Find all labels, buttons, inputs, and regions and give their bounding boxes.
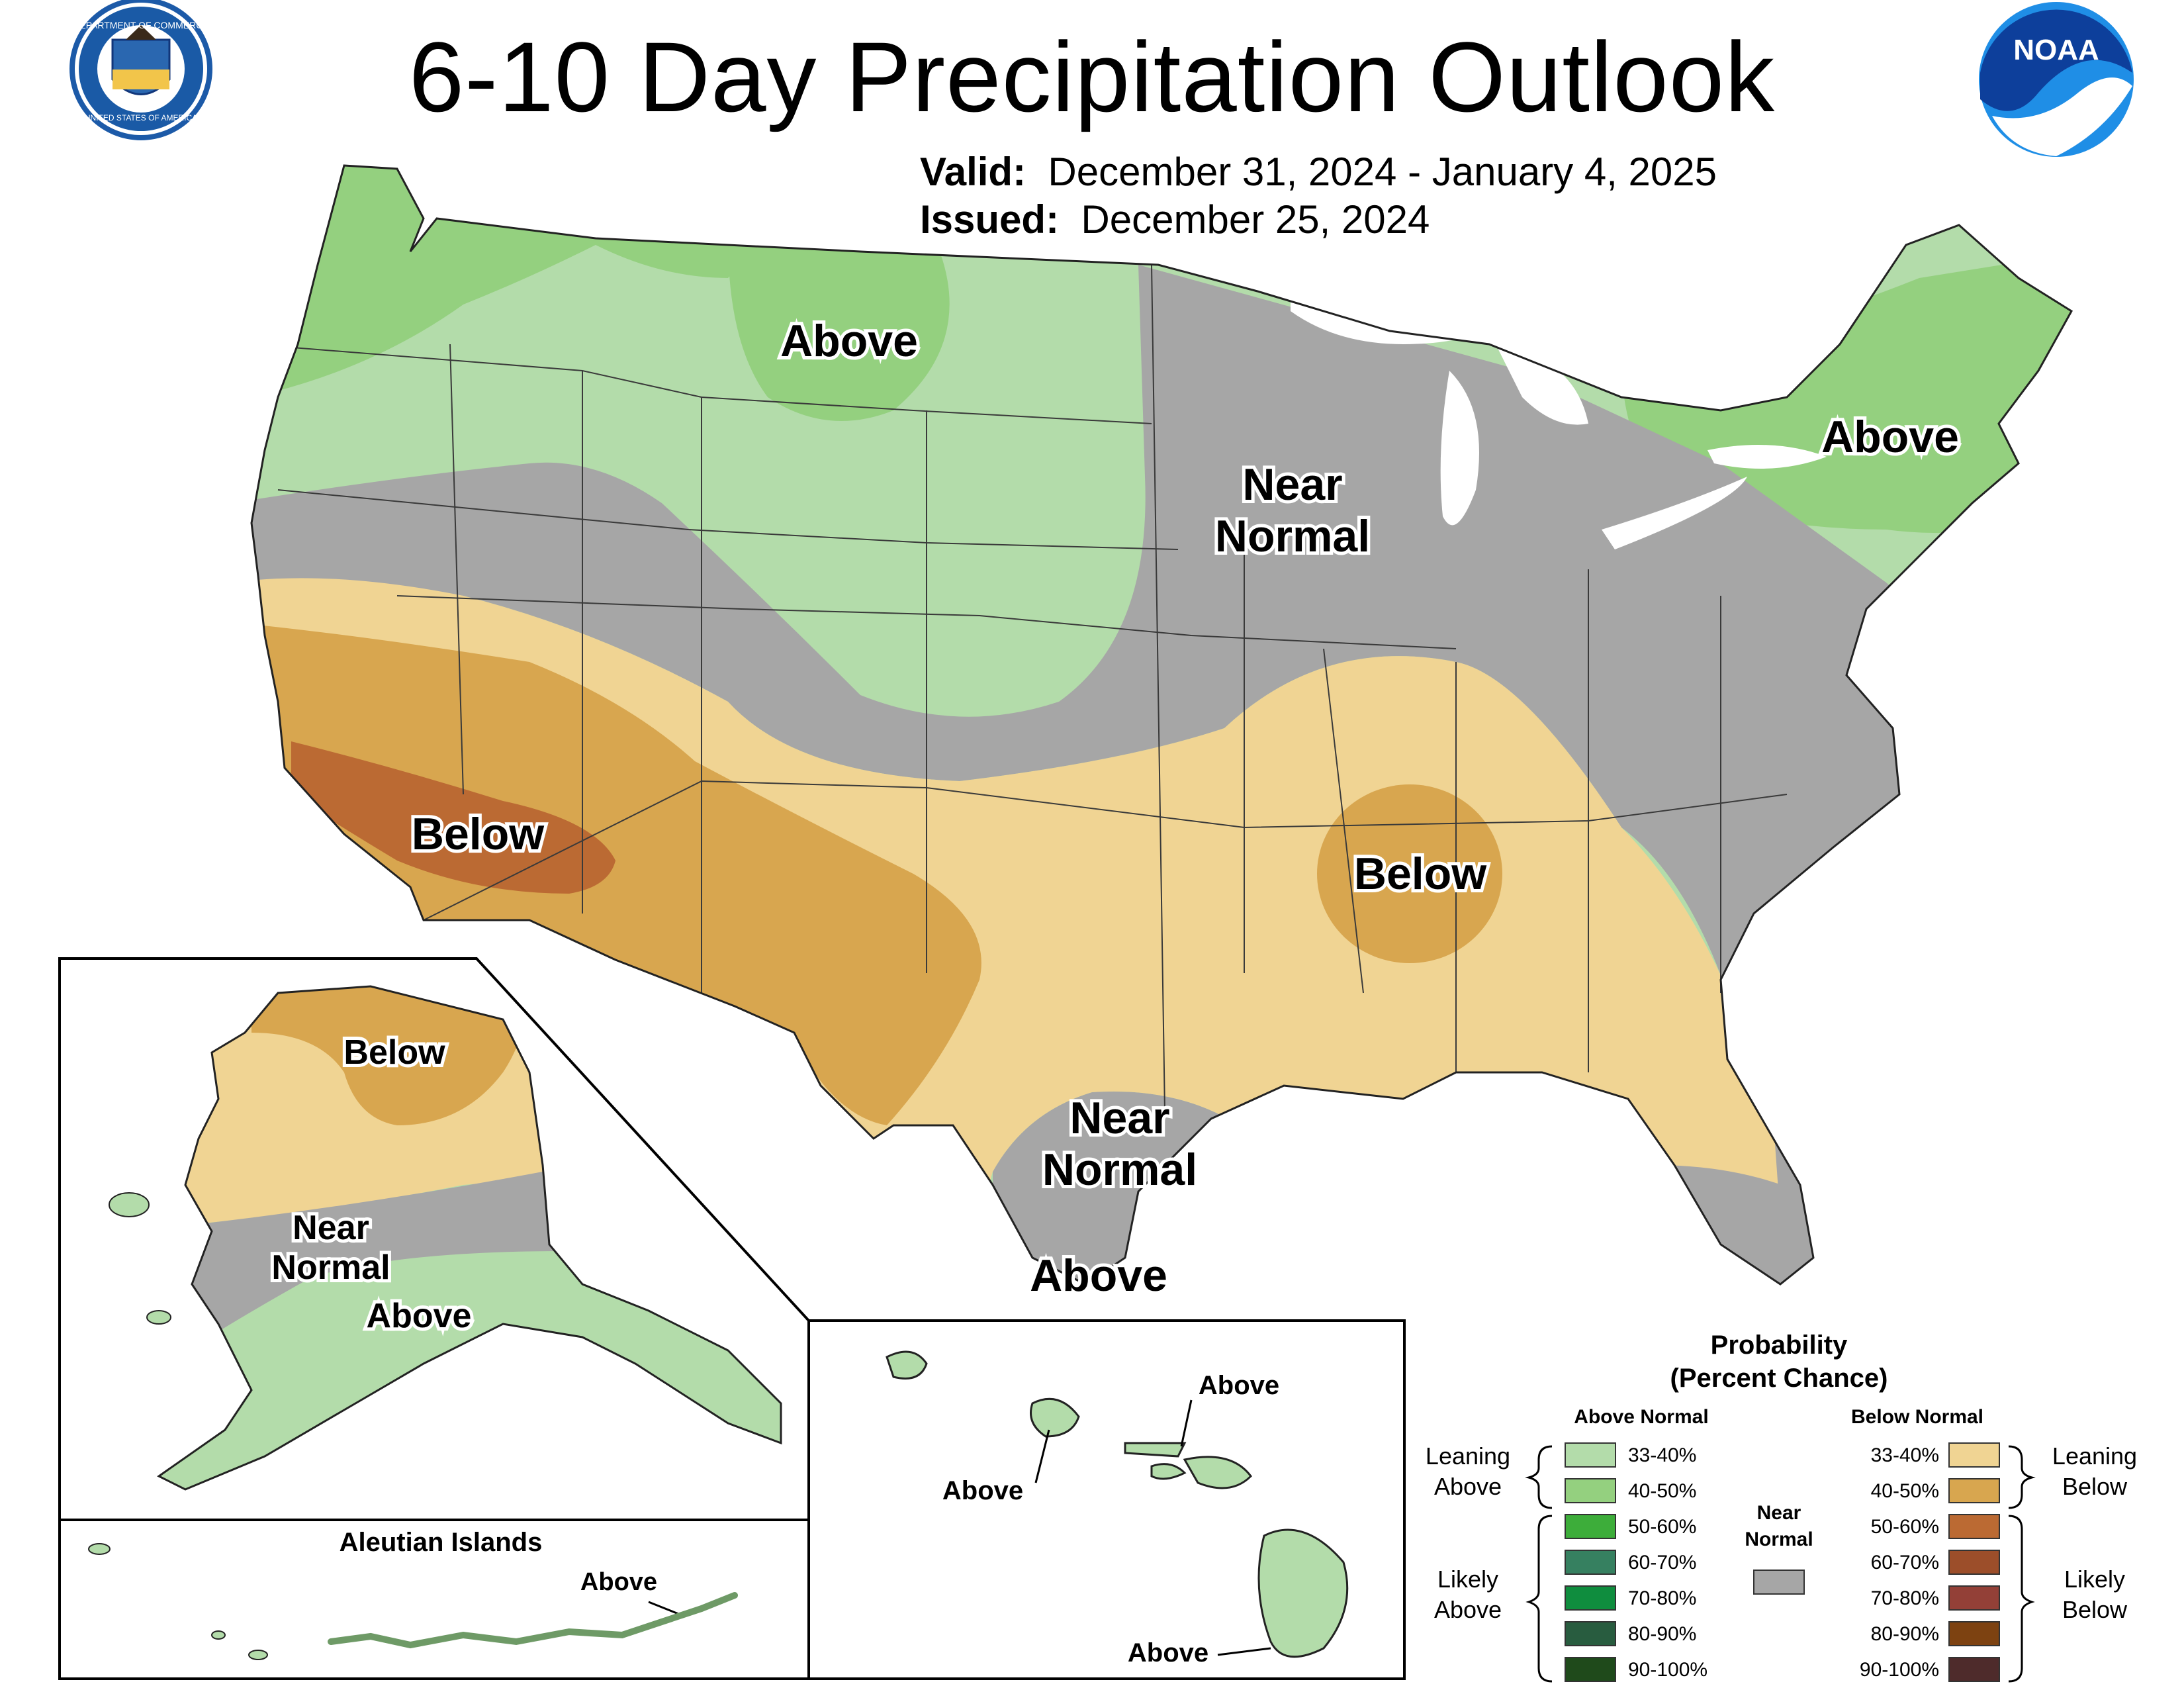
legend-above-label-0: 33-40%	[1628, 1444, 1696, 1466]
legend-below-label-0: 33-40%	[1871, 1444, 1939, 1466]
label-texas-near: Near	[1069, 1093, 1169, 1143]
legend-above-swatch-5	[1565, 1621, 1616, 1646]
legend-below-label-1: 40-50%	[1871, 1480, 1939, 1502]
legend-leaning-below-1: Leaning	[2052, 1442, 2137, 1470]
noaa-text: NOAA	[2013, 34, 2099, 66]
label-hawaii-above-top: Above	[1199, 1371, 1279, 1400]
legend-near-1: Near	[1757, 1502, 1801, 1524]
legend-below-swatch-2	[1948, 1514, 2000, 1539]
legend-above-swatch-1	[1565, 1478, 1616, 1503]
legend-above-swatch-3	[1565, 1550, 1616, 1575]
label-hawaii-above-left: Above	[942, 1476, 1023, 1505]
seal-bottom-text: UNITED STATES OF AMERICA	[85, 113, 197, 122]
legend-above-label-5: 80-90%	[1628, 1623, 1696, 1645]
label-alaska-above: Above	[367, 1297, 472, 1335]
page-title: 6-10 Day Precipitation Outlook	[408, 21, 1776, 132]
label-texas-normal: Normal	[1042, 1145, 1197, 1195]
legend-below-label-5: 80-90%	[1871, 1623, 1939, 1645]
legend-title-1: Probability	[1711, 1331, 1848, 1360]
label-hawaii-above-bottom: Above	[1128, 1638, 1208, 1667]
label-alaska-below: Below	[343, 1033, 445, 1072]
legend-near-swatch	[1753, 1570, 1805, 1595]
legend-above-swatches: 33-40% 40-50% 50-60% 60-70% 70-80% 80-90% 90-1…	[1565, 1442, 1707, 1682]
legend-above-swatch-6	[1565, 1657, 1616, 1682]
aleutian-inset: Aleutian Islands Above	[58, 1519, 810, 1680]
conus-outline	[250, 164, 2073, 1286]
label-alaska-near: Near	[293, 1209, 369, 1247]
legend-above-swatch-4	[1565, 1585, 1616, 1611]
brace-leaning-below	[2008, 1445, 2036, 1509]
legend-below-label-4: 70-80%	[1871, 1587, 1939, 1609]
legend-likely-above-2: Above	[1434, 1596, 1502, 1623]
legend-above-header: Above Normal	[1574, 1406, 1708, 1428]
issued-label: Issued:	[920, 197, 1060, 242]
valid-value: December 31, 2024 - January 4, 2025	[1048, 150, 1717, 194]
state-borders	[251, 264, 1788, 1113]
aleutian-title: Aleutian Islands	[340, 1528, 543, 1557]
legend-below-swatch-6	[1948, 1657, 2000, 1682]
valid-date-line: Valid: December 31, 2024 - January 4, 20…	[920, 149, 1717, 195]
legend-below-header: Below Normal	[1851, 1406, 1983, 1428]
label-northeast-above: Above	[1821, 412, 1959, 462]
label-southwest-below: Below	[412, 809, 545, 859]
legend-likely-below-2: Below	[2062, 1596, 2128, 1623]
alaska-inset: Below Near Normal Above	[58, 957, 810, 1521]
label-texas-above: Above	[1030, 1250, 1167, 1301]
legend-below-swatch-3	[1948, 1550, 2000, 1575]
brace-leaning-above	[1525, 1445, 1553, 1509]
noaa-logo-icon: NOAA	[1979, 2, 2134, 157]
hawaii-inset: Above Above Above	[807, 1319, 1406, 1680]
legend-leaning-above-1: Leaning	[1426, 1442, 1510, 1470]
issued-value: December 25, 2024	[1081, 197, 1430, 242]
label-central-near: Near	[1242, 459, 1342, 510]
commerce-seal-icon: DEPARTMENT OF COMMERCE UNITED STATES OF …	[69, 0, 212, 140]
legend-below-swatch-4	[1948, 1585, 2000, 1611]
label-aleutian-above: Above	[580, 1568, 657, 1596]
label-central-normal: Normal	[1215, 511, 1370, 561]
legend-title-2: (Percent Chance)	[1670, 1364, 1888, 1393]
legend-above-label-1: 40-50%	[1628, 1480, 1696, 1502]
label-north-above: Above	[780, 316, 918, 366]
zone-below-50-60-california	[291, 741, 615, 894]
legend-below-swatch-0	[1948, 1442, 2000, 1468]
legend-likely-below-1: Likely	[2064, 1566, 2125, 1593]
brace-likely-below	[2008, 1515, 2035, 1683]
legend-above-swatch-0	[1565, 1442, 1616, 1468]
legend-below-swatches: 33-40% 40-50% 50-60% 60-70% 70-80% 80-90% 90-1…	[1860, 1442, 2000, 1682]
legend-above-label-2: 50-60%	[1628, 1516, 1696, 1538]
legend-below-swatch-1	[1948, 1478, 2000, 1503]
seal-top-text: DEPARTMENT OF COMMERCE	[73, 20, 208, 30]
label-alaska-normal: Normal	[271, 1248, 390, 1287]
issued-date-line: Issued: December 25, 2024	[920, 197, 1430, 242]
legend-likely-above-1: Likely	[1437, 1566, 1498, 1593]
legend-near-2: Normal	[1745, 1528, 1813, 1550]
legend-below-swatch-5	[1948, 1621, 2000, 1646]
legend-below-label-3: 60-70%	[1871, 1552, 1939, 1573]
legend-above-label-3: 60-70%	[1628, 1552, 1696, 1573]
label-southeast-below: Below	[1354, 849, 1487, 899]
great-lakes	[1291, 283, 1827, 549]
legend-above-label-4: 70-80%	[1628, 1587, 1696, 1609]
legend-leaning-above-2: Above	[1434, 1473, 1502, 1500]
legend-below-label-6: 90-100%	[1860, 1659, 1939, 1681]
valid-label: Valid:	[920, 150, 1026, 194]
brace-likely-above	[1525, 1515, 1553, 1683]
legend: Probability (Percent Chance) Above Norma…	[1426, 1331, 2137, 1683]
legend-leaning-below-2: Below	[2062, 1473, 2128, 1500]
zone-above-40-50-montana	[728, 228, 950, 421]
legend-below-label-2: 50-60%	[1871, 1516, 1939, 1538]
legend-above-swatch-2	[1565, 1514, 1616, 1539]
legend-above-label-6: 90-100%	[1628, 1659, 1707, 1681]
